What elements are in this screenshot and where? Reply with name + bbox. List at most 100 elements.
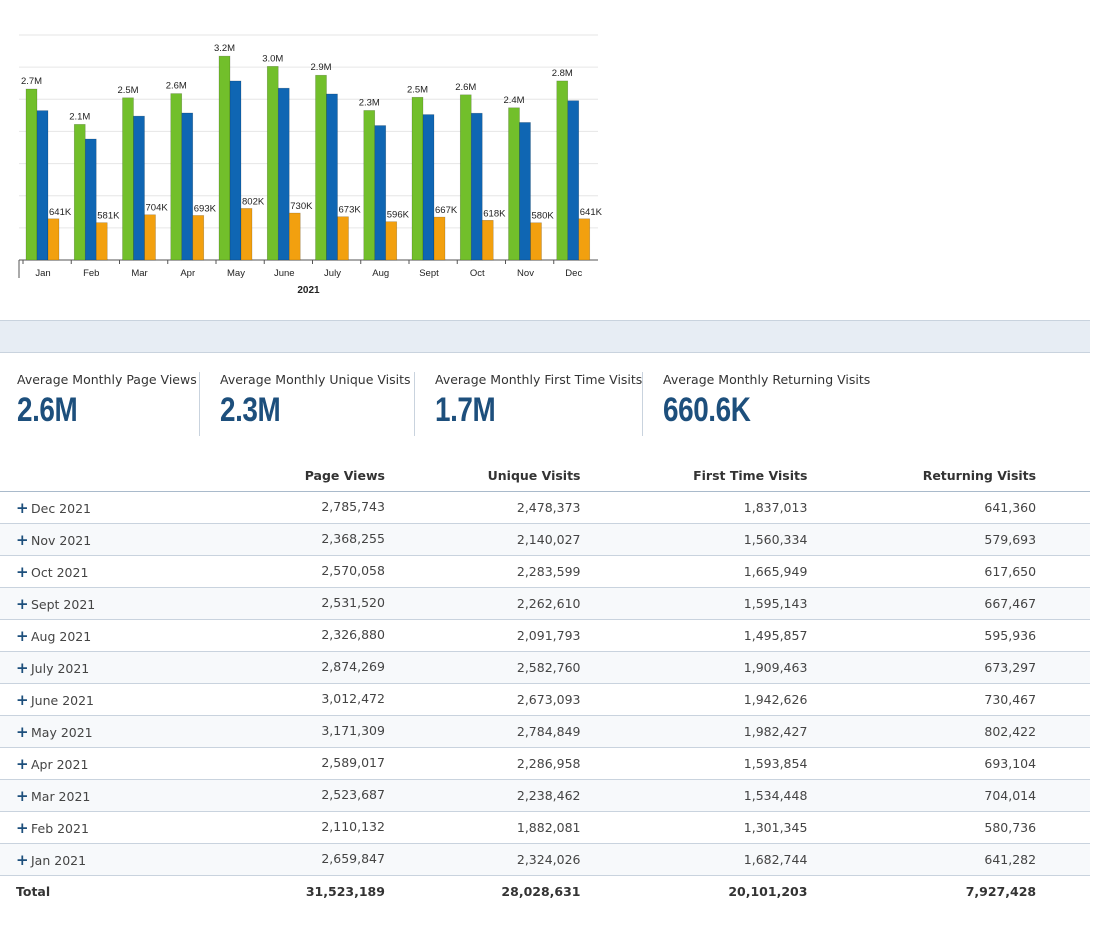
row-month-cell: + Apr 2021 2,589,017 — [0, 747, 385, 780]
stat-label: Average Monthly Unique Visits — [220, 372, 411, 387]
bar — [170, 93, 183, 261]
row-spacer — [1036, 555, 1090, 588]
row-month-cell: + Aug 2021 2,326,880 — [0, 619, 385, 652]
bar-data-label: 596K — [387, 210, 410, 221]
table-row[interactable]: + Feb 2021 2,110,132 1,882,081 1,301,345 580,… — [0, 811, 1090, 844]
expand-row-icon[interactable]: + — [16, 818, 29, 837]
row-first-time-visits: 1,301,345 — [580, 811, 808, 844]
stat-label: Average Monthly Page Views — [17, 372, 197, 387]
bar-data-label: 673K — [339, 205, 362, 216]
bar — [385, 221, 398, 261]
row-page-views: 2,326,880 — [321, 626, 385, 642]
bar — [337, 216, 349, 261]
row-month: Apr 2021 — [31, 756, 89, 772]
table-row[interactable]: + Sept 2021 2,531,520 2,262,610 1,595,143 667… — [0, 587, 1090, 620]
row-first-time-visits: 1,534,448 — [580, 779, 808, 812]
expand-row-icon[interactable]: + — [16, 626, 29, 645]
row-page-views: 2,368,255 — [321, 530, 385, 546]
bar — [508, 107, 520, 261]
x-tick-label: Aug — [372, 268, 389, 279]
row-returning-visits: 595,936 — [807, 619, 1037, 652]
bar-data-label: 2.8M — [552, 68, 573, 79]
row-month: Nov 2021 — [31, 532, 92, 548]
row-unique-visits: 2,582,760 — [384, 651, 581, 684]
row-month-cell: + Sept 2021 2,531,520 — [0, 587, 385, 620]
bar-data-label: 704K — [146, 203, 169, 214]
row-month-cell: + May 2021 3,171,309 — [0, 715, 385, 748]
table-row[interactable]: + Nov 2021 2,368,255 2,140,027 1,560,334 579,… — [0, 523, 1090, 556]
bar-data-label: 3.2M — [214, 43, 235, 54]
stat-divider — [414, 372, 415, 436]
bar-data-label: 2.1M — [69, 111, 90, 122]
total-unique-visits: 28,028,631 — [384, 875, 581, 907]
row-spacer — [1036, 683, 1090, 716]
row-month-cell: + Feb 2021 2,110,132 — [0, 811, 385, 844]
row-first-time-visits: 1,837,013 — [580, 491, 808, 524]
bar — [326, 93, 338, 261]
row-page-views: 2,589,017 — [321, 754, 385, 770]
row-month: June 2021 — [31, 692, 95, 708]
bar — [315, 74, 327, 261]
row-returning-visits: 704,014 — [807, 779, 1037, 812]
bar — [578, 218, 591, 261]
row-spacer — [1036, 651, 1090, 684]
bar-data-label: 2.9M — [310, 62, 331, 73]
x-tick-label: Sept — [419, 268, 439, 279]
header-page-views[interactable]: Page Views — [304, 468, 385, 483]
table-row[interactable]: + July 2021 2,874,269 2,582,760 1,909,463 673… — [0, 651, 1090, 684]
table-row[interactable]: + Oct 2021 2,570,058 2,283,599 1,665,949 617,… — [0, 555, 1090, 588]
expand-row-icon[interactable]: + — [16, 530, 29, 549]
expand-row-icon[interactable]: + — [16, 562, 29, 581]
row-spacer — [1036, 523, 1090, 556]
row-page-views: 2,523,687 — [321, 786, 385, 802]
table-row[interactable]: + Apr 2021 2,589,017 2,286,958 1,593,854 693,… — [0, 747, 1090, 780]
expand-row-icon[interactable]: + — [16, 658, 29, 677]
header-first-time-visits[interactable]: First Time Visits — [580, 460, 808, 492]
stat-value: 1.7M — [435, 391, 496, 429]
expand-row-icon[interactable]: + — [16, 850, 29, 869]
expand-row-icon[interactable]: + — [16, 722, 29, 741]
stat-unique-visits: Average Monthly Unique Visits 2.3M — [220, 372, 411, 436]
row-unique-visits: 2,091,793 — [384, 619, 581, 652]
expand-row-icon[interactable]: + — [16, 754, 29, 773]
table-row[interactable]: + Jan 2021 2,659,847 2,324,026 1,682,744 641,… — [0, 843, 1090, 876]
expand-row-icon[interactable]: + — [16, 690, 29, 709]
table-row[interactable]: + Mar 2021 2,523,687 2,238,462 1,534,448 704,… — [0, 779, 1090, 812]
header-month: Page Views — [0, 460, 385, 492]
row-returning-visits: 579,693 — [807, 523, 1037, 556]
bar-data-label: 2.6M — [455, 82, 476, 93]
row-month-cell: + Mar 2021 2,523,687 — [0, 779, 385, 812]
header-returning-visits[interactable]: Returning Visits — [807, 460, 1037, 492]
bar — [277, 87, 290, 261]
table-row[interactable]: + Dec 2021 2,785,743 2,478,373 1,837,013 641,… — [0, 491, 1090, 524]
total-page-views: 31,523,189 — [305, 884, 385, 899]
bar — [25, 88, 38, 261]
table-row[interactable]: + Aug 2021 2,326,880 2,091,793 1,495,857 595,… — [0, 619, 1090, 652]
row-returning-visits: 580,736 — [807, 811, 1037, 844]
total-label: Total — [16, 884, 51, 899]
row-page-views: 3,012,472 — [321, 690, 385, 706]
row-spacer — [1036, 747, 1090, 780]
table-row[interactable]: + June 2021 3,012,472 2,673,093 1,942,626 730… — [0, 683, 1090, 716]
monthly-stats-table: Page Views Unique Visits First Time Visi… — [0, 460, 1090, 907]
row-returning-visits: 641,282 — [807, 843, 1037, 876]
expand-row-icon[interactable]: + — [16, 498, 29, 517]
total-returning-visits: 7,927,428 — [807, 875, 1037, 907]
stat-returning-visits: Average Monthly Returning Visits 660.6K — [663, 372, 870, 436]
header-spacer — [1036, 460, 1090, 492]
stat-divider — [642, 372, 643, 436]
table-row[interactable]: + May 2021 3,171,309 2,784,849 1,982,427 802,… — [0, 715, 1090, 748]
row-month: Oct 2021 — [31, 564, 89, 580]
row-month: Jan 2021 — [31, 852, 87, 868]
row-first-time-visits: 1,593,854 — [580, 747, 808, 780]
header-unique-visits[interactable]: Unique Visits — [384, 460, 581, 492]
bar-data-label: 2.5M — [117, 85, 138, 96]
bar-data-label: 618K — [483, 208, 506, 219]
expand-row-icon[interactable]: + — [16, 594, 29, 613]
expand-row-icon[interactable]: + — [16, 786, 29, 805]
bar — [266, 66, 279, 261]
row-unique-visits: 2,324,026 — [384, 843, 581, 876]
stat-divider — [199, 372, 200, 436]
bar — [122, 97, 134, 261]
row-month: Mar 2021 — [31, 788, 91, 804]
